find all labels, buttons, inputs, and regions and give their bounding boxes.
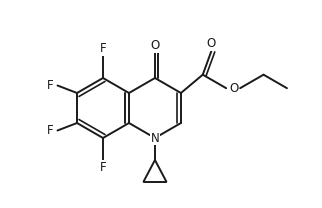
Text: O: O — [230, 82, 239, 95]
Text: O: O — [207, 37, 216, 50]
Text: N: N — [151, 131, 159, 145]
Text: O: O — [150, 39, 160, 52]
Text: F: F — [100, 42, 106, 55]
Text: F: F — [47, 79, 54, 92]
Text: F: F — [47, 124, 54, 137]
Text: F: F — [100, 161, 106, 174]
